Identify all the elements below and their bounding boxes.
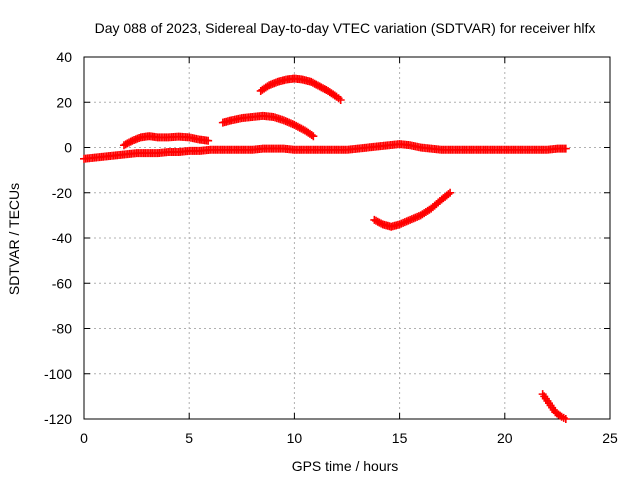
y-tick-label: -40 bbox=[52, 230, 72, 246]
data-points bbox=[80, 74, 570, 423]
y-axis-label: SDTVAR / TECUs bbox=[6, 183, 22, 295]
x-tick-label: 20 bbox=[497, 430, 513, 446]
y-tick-label: -20 bbox=[52, 185, 72, 201]
y-tick-label: 0 bbox=[64, 140, 72, 156]
grid bbox=[84, 57, 610, 419]
y-tick-label: -120 bbox=[44, 411, 72, 427]
x-tick-label: 10 bbox=[287, 430, 303, 446]
data-point bbox=[561, 415, 570, 423]
data-point bbox=[309, 132, 318, 141]
data-point bbox=[336, 95, 345, 104]
data-point bbox=[204, 136, 213, 145]
chart-title: Day 088 of 2023, Sidereal Day-to-day VTE… bbox=[95, 20, 596, 36]
axis-ticks: 0 5 10 15 20 25 -120 -100 -80 -60 -40 -20 0 20 40 bbox=[44, 49, 618, 446]
x-tick-label: 15 bbox=[392, 430, 408, 446]
y-tick-label: -100 bbox=[44, 366, 72, 382]
x-tick-label: 5 bbox=[185, 430, 193, 446]
plot-frame bbox=[83, 56, 611, 420]
data-point bbox=[561, 144, 570, 153]
data-point bbox=[307, 131, 316, 140]
y-tick-label: 40 bbox=[56, 49, 72, 65]
y-tick-label: -80 bbox=[52, 321, 72, 337]
y-tick-label: 20 bbox=[56, 94, 72, 110]
data-point bbox=[444, 190, 453, 199]
y-tick-label: -60 bbox=[52, 275, 72, 291]
x-tick-label: 0 bbox=[80, 430, 88, 446]
x-axis-label: GPS time / hours bbox=[292, 458, 399, 474]
x-tick-label: 25 bbox=[602, 430, 618, 446]
data-point bbox=[446, 188, 455, 197]
